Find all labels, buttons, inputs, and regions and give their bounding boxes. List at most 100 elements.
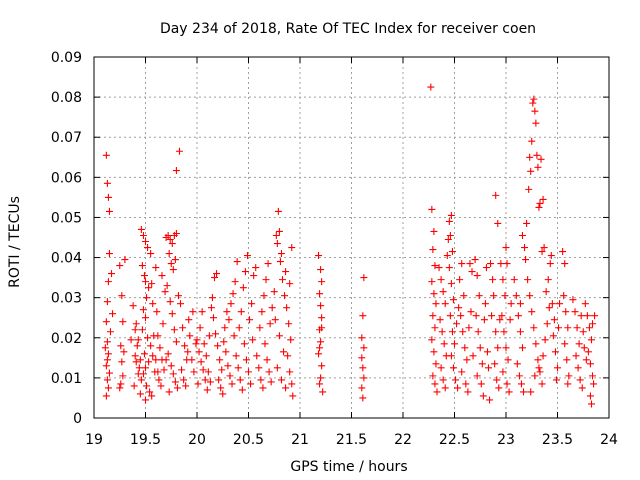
data-point (520, 388, 528, 396)
data-point (526, 153, 534, 161)
data-point (116, 384, 124, 392)
data-point (147, 342, 155, 350)
data-point (549, 332, 557, 340)
data-point (230, 332, 238, 340)
data-point (205, 332, 213, 340)
data-point (564, 380, 572, 388)
data-point (213, 270, 221, 278)
data-point (212, 330, 220, 338)
data-point (208, 294, 216, 302)
y-tick-label: 0.07 (51, 130, 82, 146)
data-point (101, 344, 109, 352)
data-point (177, 300, 185, 308)
data-point (136, 390, 144, 398)
data-point (282, 384, 290, 392)
data-point (103, 376, 111, 384)
data-point (200, 340, 208, 348)
data-point (524, 276, 532, 284)
data-point (441, 384, 449, 392)
data-point (360, 344, 368, 352)
data-point (453, 320, 461, 328)
data-point (276, 258, 284, 266)
data-point (273, 364, 281, 372)
data-point (358, 354, 366, 362)
data-point (546, 260, 554, 268)
data-point (587, 336, 595, 344)
data-point (486, 396, 494, 404)
data-point (165, 388, 173, 396)
data-point (116, 262, 124, 270)
data-point (186, 332, 194, 340)
data-point (234, 364, 242, 372)
data-point (319, 388, 327, 396)
data-point (168, 240, 176, 248)
data-point (514, 312, 522, 320)
data-point (527, 167, 535, 175)
data-point (133, 342, 141, 350)
data-point (167, 362, 175, 370)
data-point (207, 304, 215, 312)
data-point (236, 376, 244, 384)
y-axis-label: ROTI / TECUs (7, 196, 23, 288)
y-tick-label: 0.03 (51, 291, 82, 307)
data-point (444, 236, 452, 244)
data-point (139, 306, 147, 314)
data-point (147, 250, 155, 258)
data-point (428, 205, 436, 213)
data-point (149, 300, 157, 308)
data-point (188, 356, 196, 364)
data-point (574, 364, 582, 372)
data-point (231, 278, 239, 286)
data-point (488, 312, 496, 320)
data-point (137, 376, 145, 384)
data-point (275, 227, 283, 235)
data-point (503, 380, 511, 388)
data-point (239, 284, 247, 292)
data-point (243, 252, 251, 260)
data-point (318, 362, 326, 370)
data-point (256, 324, 264, 332)
data-point (547, 252, 555, 260)
data-point (317, 338, 325, 346)
data-point (240, 340, 248, 348)
data-point (132, 358, 140, 366)
data-point (211, 274, 219, 282)
data-point (315, 350, 323, 358)
data-point (121, 256, 129, 264)
data-point (153, 308, 161, 316)
data-point (201, 376, 209, 384)
data-point (259, 384, 267, 392)
data-point (518, 344, 526, 352)
y-tick-label: 0.09 (51, 50, 82, 66)
data-point (476, 344, 484, 352)
data-point (278, 276, 286, 284)
data-point (142, 314, 149, 322)
data-point (104, 384, 112, 392)
data-point (430, 348, 438, 356)
x-tick-label: 23 (497, 432, 515, 448)
data-point (160, 366, 168, 374)
data-point (552, 376, 560, 384)
data-point (119, 318, 127, 326)
data-point (260, 292, 268, 300)
data-point (156, 344, 164, 352)
data-point (286, 368, 294, 376)
data-point (172, 338, 180, 346)
data-point (589, 372, 597, 380)
data-point (539, 352, 547, 360)
data-point (105, 369, 113, 377)
y-tick-label: 0.06 (51, 170, 82, 186)
data-point (138, 262, 146, 270)
data-point (441, 300, 449, 308)
data-point (225, 316, 233, 324)
data-point (526, 292, 534, 300)
data-point (105, 250, 113, 258)
data-point (454, 384, 462, 392)
axis-ticks (93, 56, 610, 419)
data-point (164, 231, 172, 239)
data-point (428, 336, 436, 344)
data-point (203, 386, 211, 394)
data-point (469, 352, 477, 360)
data-point (429, 372, 437, 380)
